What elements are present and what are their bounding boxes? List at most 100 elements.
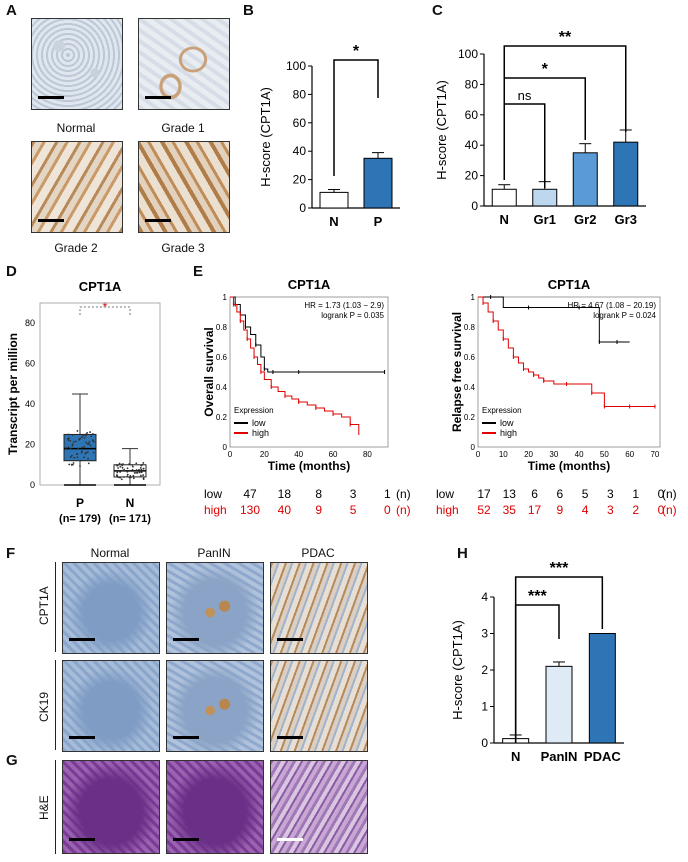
micrograph-cpt1a-panin bbox=[166, 562, 264, 654]
jitter-point bbox=[126, 467, 129, 470]
micrograph-he-panin bbox=[166, 760, 264, 854]
y-tick-label: 100 bbox=[458, 47, 478, 61]
micrograph-grade3 bbox=[138, 141, 230, 233]
jitter-point bbox=[129, 475, 132, 477]
stat-label: logrank P = 0.035 bbox=[321, 311, 384, 320]
jitter-point bbox=[67, 446, 70, 449]
column-label-normal: Normal bbox=[90, 546, 130, 560]
panel-label-c: C bbox=[432, 2, 443, 19]
jitter-point bbox=[71, 444, 74, 447]
risk-value: 6 bbox=[531, 487, 538, 501]
jitter-point bbox=[85, 441, 87, 444]
y-axis-label: Relapse free survival bbox=[450, 312, 464, 432]
y-tick-label: 60 bbox=[293, 116, 307, 130]
jitter-point bbox=[71, 443, 74, 446]
jitter-point bbox=[115, 464, 118, 466]
jitter-point bbox=[86, 432, 89, 434]
jitter-point bbox=[83, 445, 86, 448]
jitter-point bbox=[83, 456, 85, 459]
jitter-point bbox=[83, 433, 85, 436]
risk-unit: (n) bbox=[662, 487, 677, 501]
category-label: N bbox=[511, 749, 520, 764]
jitter-point bbox=[76, 453, 79, 456]
jitter-point bbox=[120, 478, 123, 481]
risk-value: 2 bbox=[632, 503, 639, 517]
jitter-point bbox=[132, 477, 135, 480]
micrograph-grade2 bbox=[31, 141, 123, 233]
jitter-point bbox=[131, 464, 134, 466]
y-axis-label: Overall survival bbox=[202, 327, 216, 416]
group-label: N bbox=[126, 496, 135, 510]
jitter-point bbox=[121, 466, 124, 469]
risk-value: 17 bbox=[477, 487, 491, 501]
significance-bracket bbox=[503, 103, 546, 188]
y-axis-label: Transcript per million bbox=[6, 333, 20, 455]
y-tick-label: 0.8 bbox=[464, 323, 476, 332]
jitter-point bbox=[81, 446, 84, 449]
jitter-point bbox=[72, 463, 74, 466]
chart-title: CPT1A bbox=[288, 277, 331, 292]
x-tick-label: 50 bbox=[600, 450, 609, 459]
risk-value: 52 bbox=[477, 503, 491, 517]
risk-value: 3 bbox=[607, 503, 614, 517]
bar-chart-c: 0 20 40 60 80 100 H-score (CPT1A) N Gr1 Gr2 Gr3 ns *… bbox=[434, 29, 646, 227]
legend-label-high: high bbox=[252, 428, 269, 438]
risk-row-name: low bbox=[204, 487, 222, 501]
x-tick-label: 60 bbox=[625, 450, 634, 459]
jitter-point bbox=[78, 438, 80, 441]
jitter-point bbox=[92, 440, 95, 443]
group-n-label: (n= 179) bbox=[59, 513, 101, 525]
jitter-point bbox=[69, 439, 72, 442]
jitter-point bbox=[139, 474, 142, 477]
jitter-point bbox=[89, 444, 92, 447]
jitter-point bbox=[70, 454, 73, 457]
jitter-point bbox=[142, 478, 145, 481]
significance-bracket bbox=[79, 306, 131, 316]
category-label: PanIN bbox=[541, 749, 578, 764]
caption-normal: Normal bbox=[56, 121, 96, 135]
jitter-point bbox=[67, 433, 70, 436]
panel-label-d: D bbox=[6, 263, 17, 280]
micrograph-cpt1a-pdac bbox=[270, 562, 368, 654]
x-tick-label: 0 bbox=[476, 450, 481, 459]
jitter-point bbox=[85, 433, 88, 435]
panel-label-g: G bbox=[6, 752, 18, 769]
risk-value: 5 bbox=[582, 487, 589, 501]
plot-frame bbox=[229, 296, 389, 448]
jitter-point bbox=[138, 468, 140, 471]
jitter-point bbox=[121, 464, 124, 467]
jitter-point bbox=[133, 471, 136, 474]
jitter-point bbox=[121, 469, 124, 472]
y-tick-label: 0.6 bbox=[464, 353, 476, 362]
jitter-point bbox=[74, 440, 77, 443]
jitter-point bbox=[71, 434, 74, 436]
plot-frame bbox=[477, 296, 661, 448]
jitter-point bbox=[72, 462, 75, 464]
risk-value: 8 bbox=[315, 487, 322, 501]
significance-label: ** bbox=[559, 29, 572, 46]
y-tick-label: 80 bbox=[465, 77, 479, 91]
jitter-point bbox=[126, 473, 129, 476]
jitter-point bbox=[136, 471, 139, 474]
jitter-point bbox=[140, 471, 143, 474]
jitter-point bbox=[81, 434, 84, 437]
jitter-point bbox=[91, 433, 94, 435]
jitter-point bbox=[119, 471, 122, 473]
jitter-point bbox=[92, 451, 95, 454]
km-curve-low bbox=[230, 296, 385, 373]
risk-table-relapse: low 17 13 6 6 5 3 1 0(n)high 52 35 17 9 4 3 2 0(n) bbox=[436, 487, 677, 517]
risk-value: 3 bbox=[607, 487, 614, 501]
x-tick-label: 30 bbox=[549, 450, 558, 459]
jitter-point bbox=[88, 441, 91, 443]
bar-panin bbox=[545, 665, 573, 744]
panel-label-a: A bbox=[6, 2, 17, 19]
row-bracket-he bbox=[55, 760, 56, 854]
jitter-point bbox=[68, 463, 71, 466]
jitter-point bbox=[87, 457, 89, 460]
significance-label: * bbox=[353, 43, 360, 60]
y-tick-label: 0.2 bbox=[464, 413, 476, 422]
risk-row-name: low bbox=[436, 487, 454, 501]
x-axis-label: Time (months) bbox=[268, 459, 350, 473]
y-tick-label: 20 bbox=[293, 173, 307, 187]
y-tick-label: 0.4 bbox=[216, 383, 228, 392]
